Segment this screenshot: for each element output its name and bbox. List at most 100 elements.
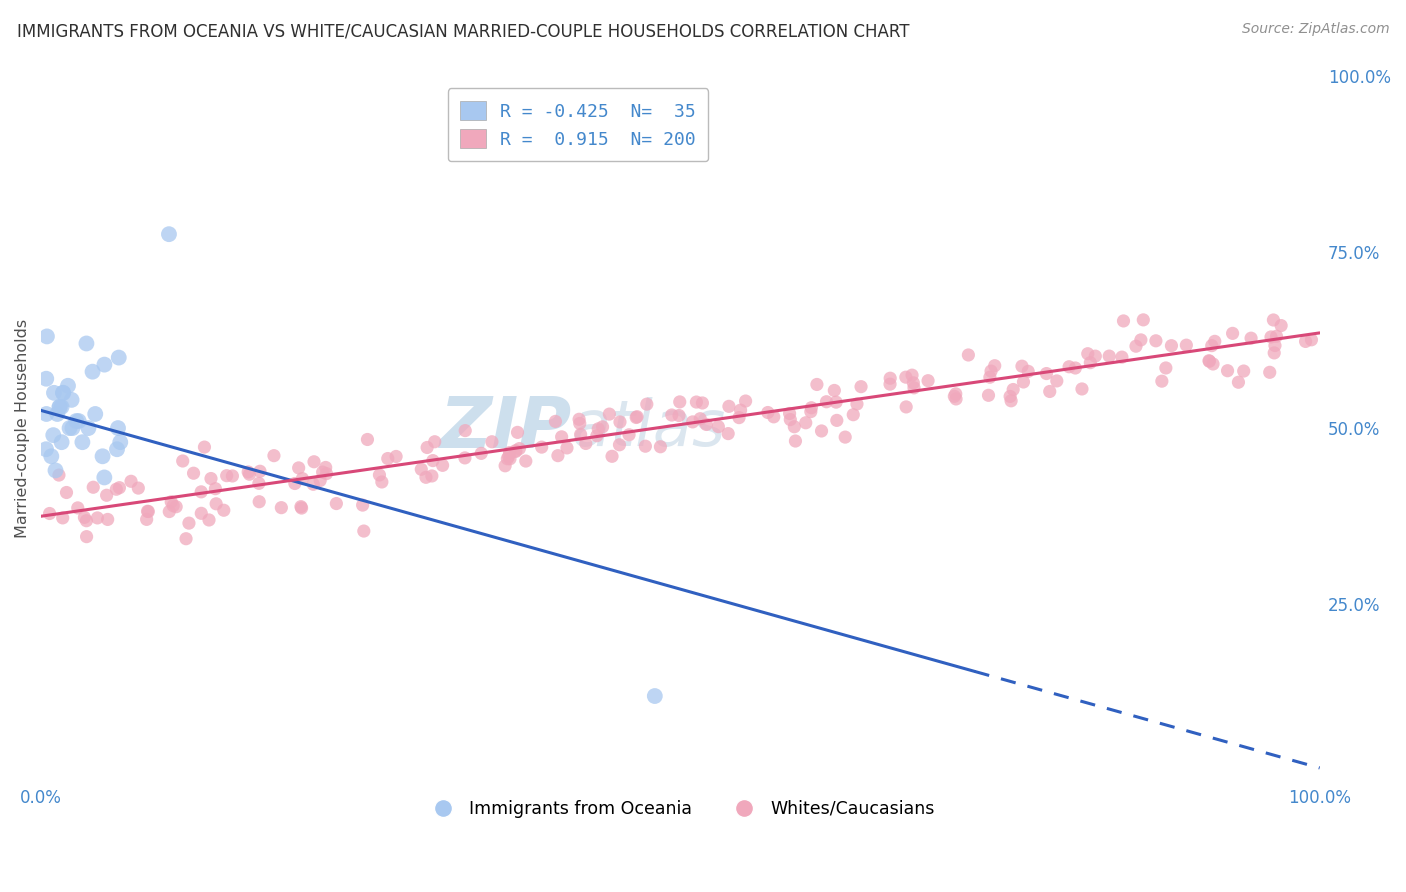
Point xyxy=(91,450,114,464)
Point xyxy=(157,227,180,242)
Point xyxy=(108,481,131,495)
Point xyxy=(290,500,312,514)
Point xyxy=(588,422,610,436)
Point xyxy=(51,435,73,450)
Point xyxy=(1112,314,1135,328)
Point xyxy=(82,365,104,379)
Point xyxy=(263,449,285,463)
Point xyxy=(624,410,647,425)
Point xyxy=(568,417,591,431)
Point xyxy=(498,445,520,459)
Point xyxy=(896,400,918,414)
Point xyxy=(481,434,503,449)
Point xyxy=(73,510,96,524)
Point xyxy=(315,467,337,481)
Point xyxy=(183,467,205,481)
Point xyxy=(93,358,115,372)
Point xyxy=(1265,329,1288,343)
Point xyxy=(834,430,856,444)
Point xyxy=(76,530,98,544)
Text: ZIP: ZIP xyxy=(440,393,572,463)
Point xyxy=(568,412,591,426)
Point xyxy=(42,428,65,442)
Point xyxy=(325,497,347,511)
Point xyxy=(1227,376,1250,390)
Point xyxy=(1198,354,1220,368)
Point xyxy=(38,507,60,521)
Point xyxy=(135,512,157,526)
Point xyxy=(44,463,66,477)
Point xyxy=(1084,349,1107,363)
Point xyxy=(609,415,631,429)
Point xyxy=(423,434,446,449)
Point xyxy=(86,511,108,525)
Point xyxy=(127,481,149,495)
Point xyxy=(432,458,454,473)
Point xyxy=(945,387,967,401)
Point xyxy=(849,379,872,393)
Point xyxy=(695,417,717,432)
Point xyxy=(682,415,704,429)
Point xyxy=(52,385,75,400)
Point xyxy=(52,511,75,525)
Point xyxy=(35,407,58,421)
Point xyxy=(879,371,901,385)
Point xyxy=(1057,359,1080,374)
Point xyxy=(530,440,553,454)
Point xyxy=(762,409,785,424)
Point xyxy=(945,392,967,406)
Point xyxy=(172,454,194,468)
Point xyxy=(107,351,129,365)
Point xyxy=(794,416,817,430)
Point xyxy=(420,469,443,483)
Point xyxy=(1017,364,1039,378)
Point xyxy=(55,485,77,500)
Point xyxy=(979,370,1001,384)
Point xyxy=(600,450,623,464)
Point xyxy=(1260,330,1282,344)
Point xyxy=(730,403,752,417)
Point xyxy=(845,397,868,411)
Point xyxy=(1077,347,1099,361)
Point xyxy=(1301,333,1323,347)
Point xyxy=(411,462,433,476)
Point xyxy=(177,516,200,530)
Point xyxy=(499,451,522,466)
Point xyxy=(84,407,107,421)
Point xyxy=(598,407,620,421)
Y-axis label: Married-couple Households: Married-couple Households xyxy=(15,318,30,538)
Point xyxy=(160,495,183,509)
Point xyxy=(569,427,592,442)
Point xyxy=(52,385,75,400)
Point xyxy=(903,381,925,395)
Point xyxy=(212,503,235,517)
Point xyxy=(505,443,527,458)
Point xyxy=(555,441,578,455)
Point xyxy=(685,395,707,409)
Point xyxy=(689,411,711,425)
Point xyxy=(977,388,1000,402)
Point xyxy=(810,424,832,438)
Point xyxy=(917,374,939,388)
Point xyxy=(221,469,243,483)
Point xyxy=(238,465,260,479)
Text: atlas: atlas xyxy=(572,397,725,459)
Point xyxy=(368,467,391,482)
Point xyxy=(238,467,260,482)
Point xyxy=(35,372,58,386)
Point xyxy=(97,512,120,526)
Point xyxy=(35,442,58,457)
Point xyxy=(903,376,925,390)
Point xyxy=(72,435,94,450)
Point xyxy=(157,505,180,519)
Point xyxy=(42,385,65,400)
Point xyxy=(1263,346,1285,360)
Point xyxy=(284,476,307,491)
Point xyxy=(505,444,527,458)
Point xyxy=(270,500,292,515)
Point xyxy=(287,461,309,475)
Point xyxy=(39,450,62,464)
Point xyxy=(1111,350,1133,364)
Point xyxy=(779,412,801,426)
Point xyxy=(1150,374,1173,388)
